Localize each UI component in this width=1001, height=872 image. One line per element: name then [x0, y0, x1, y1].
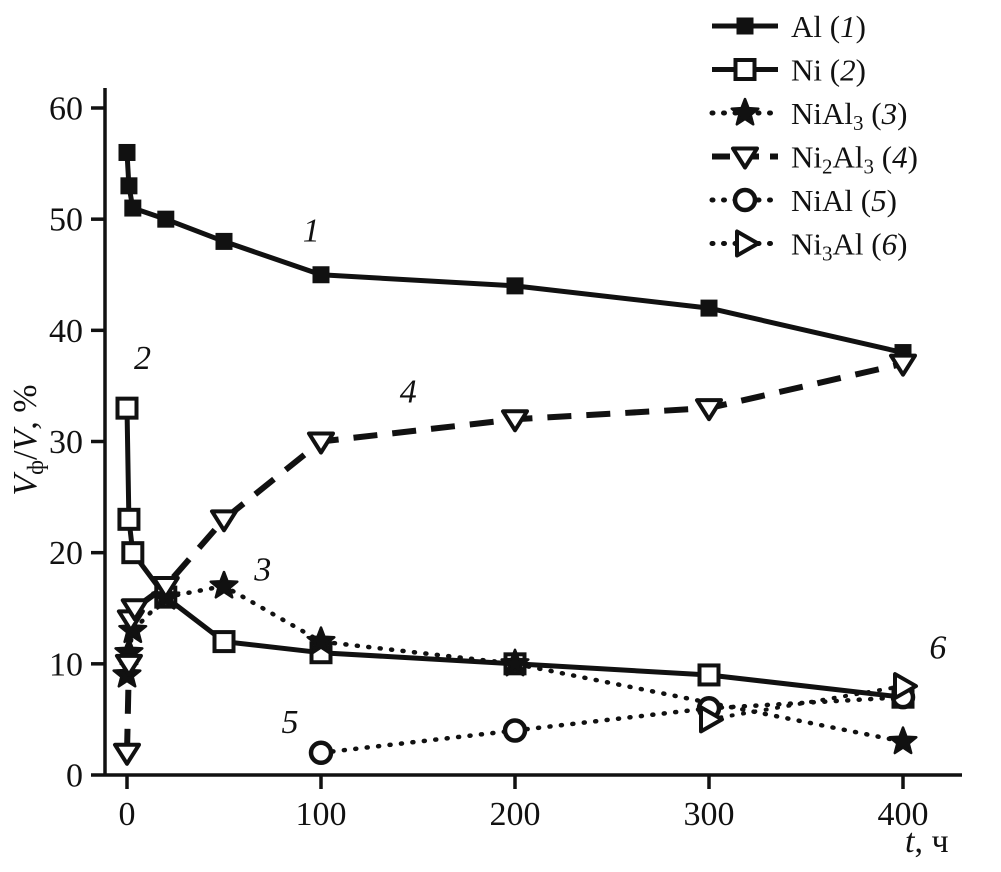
marker-star-filled [209, 570, 239, 599]
x-tick-label: 400 [878, 796, 929, 833]
y-tick-label: 40 [49, 313, 83, 350]
marker-square-filled [736, 17, 754, 35]
y-axis-title: Vф/V, % [7, 384, 48, 495]
marker-square-open [115, 396, 139, 420]
marker-square-open [117, 507, 141, 531]
marker-circle-open [502, 718, 528, 743]
marker-triangle-down-open [113, 742, 141, 766]
x-tick-label: 200 [490, 796, 541, 833]
marker-triangle-down-open [307, 431, 335, 455]
marker-square-open [121, 541, 145, 565]
marker-triangle-right-open [893, 672, 918, 701]
curve-labels: 1 2 3 4 5 6 [134, 212, 946, 740]
y-tick-label: 30 [49, 424, 83, 461]
marker-square-open [697, 663, 721, 687]
curve-label-6: 6 [929, 629, 946, 666]
legend: Al (1) Ni (2) NiAl3 (3) Ni2Al3 (4) NiAl (5) N… [709, 9, 918, 266]
legend-label-5: NiAl (5) [791, 183, 897, 218]
marker-star-filled [306, 626, 336, 655]
series-line-5 [318, 694, 906, 756]
y-tick-label: 20 [49, 535, 83, 572]
marker-square-filled [120, 177, 138, 195]
marker-triangle-down-open [889, 353, 917, 377]
marker-square-filled [506, 277, 524, 295]
legend-label-2: Ni (2) [791, 53, 866, 88]
x-tick-label: 100 [296, 796, 347, 833]
x-axis-title: t, ч [905, 823, 949, 860]
marker-square-filled [312, 266, 330, 284]
y-tick-label: 50 [49, 202, 83, 239]
series-line-6 [707, 684, 905, 722]
legend-label-4: Ni2Al3 (4) [791, 140, 918, 179]
curve-label-1: 1 [303, 212, 320, 249]
marker-triangle-right-open [699, 705, 724, 734]
x-tick-label: 300 [684, 796, 735, 833]
marker-triangle-down-open [695, 398, 723, 422]
marker-square-filled [157, 210, 175, 228]
marker-star-filled [888, 726, 918, 755]
marker-triangle-down-open [151, 576, 180, 600]
marker-triangle-down-open [210, 509, 238, 533]
series-line-1 [124, 152, 904, 356]
curve-label-3: 3 [253, 552, 271, 589]
marker-square-open [733, 58, 757, 81]
marker-triangle-down-open [731, 146, 759, 170]
axes: 0 10 20 30 40 50 60 0 100 200 300 400 Vф/V, % t, ч [7, 88, 962, 860]
marker-circle-open [308, 740, 334, 766]
series-markers [112, 143, 918, 766]
marker-square-open [212, 630, 236, 654]
marker-star-filled [730, 97, 760, 126]
marker-triangle-down-open [501, 409, 529, 433]
marker-star-filled [500, 648, 530, 677]
marker-triangle-down-open [120, 598, 149, 622]
x-tick-label: 0 [119, 796, 136, 833]
curve-label-4: 4 [400, 374, 417, 411]
marker-square-filled [124, 199, 142, 217]
marker-square-filled [700, 299, 718, 317]
marker-square-filled [118, 143, 136, 161]
curve-label-2: 2 [134, 340, 151, 377]
legend-label-1: Al (1) [791, 9, 866, 44]
legend-label-3: NiAl3 (3) [791, 96, 907, 135]
y-tick-label: 0 [66, 758, 83, 795]
y-tick-label: 10 [49, 646, 83, 683]
y-tick-label: 60 [49, 91, 83, 128]
marker-triangle-down-open [114, 653, 143, 677]
marker-circle-open [732, 187, 758, 213]
marker-square-filled [215, 232, 233, 250]
curve-label-5: 5 [282, 704, 299, 741]
marker-triangle-right-open [735, 229, 760, 258]
legend-label-6: Ni3Al (6) [791, 227, 907, 266]
